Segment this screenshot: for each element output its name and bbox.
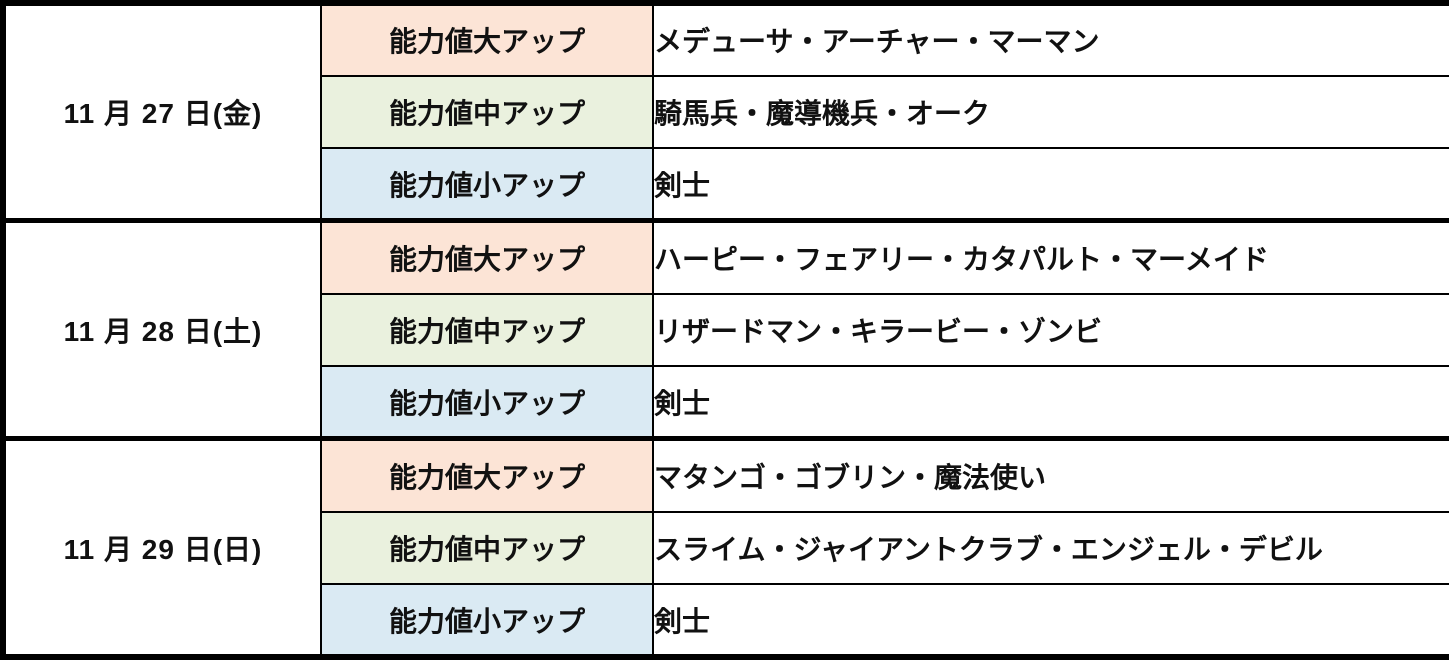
ability-tier-cell-large: 能力値大アップ xyxy=(320,218,654,295)
schedule-row: 11 月 28 日(土) 能力値大アップ ハーピー・フェアリー・カタパルト・マーメイ… xyxy=(2,218,1449,440)
units-cell: ハーピー・フェアリー・カタパルト・マーメイド xyxy=(652,218,1449,295)
ability-tier-cell-medium: 能力値中アップ xyxy=(320,292,654,368)
units-cell: マタンゴ・ゴブリン・魔法使い xyxy=(652,436,1449,513)
units-cell: スライム・ジャイアントクラブ・エンジェル・デビル xyxy=(652,510,1449,586)
ability-tier-cell-small: 能力値小アップ xyxy=(320,147,654,222)
ability-tier-cell-large: 能力値大アップ xyxy=(320,2,654,77)
date-cell: 11 月 27 日(金) xyxy=(2,2,322,222)
units-cell: メデューサ・アーチャー・マーマン xyxy=(652,2,1449,77)
date-cell: 11 月 29 日(日) xyxy=(2,436,322,659)
units-cell: 剣士 xyxy=(652,583,1449,658)
schedule-row: 11 月 29 日(日) 能力値大アップ マタンゴ・ゴブリン・魔法使い xyxy=(2,436,1449,659)
units-cell: リザードマン・キラービー・ゾンビ xyxy=(652,292,1449,368)
ability-tier-cell-small: 能力値小アップ xyxy=(320,583,654,658)
units-cell: 剣士 xyxy=(652,147,1449,222)
ability-tier-cell-small: 能力値小アップ xyxy=(320,365,654,440)
units-cell: 騎馬兵・魔導機兵・オーク xyxy=(652,74,1449,150)
schedule-row: 11 月 27 日(金) 能力値大アップ メデューサ・アーチャー・マーマン xyxy=(2,2,1449,222)
ability-tier-cell-medium: 能力値中アップ xyxy=(320,510,654,586)
units-cell: 剣士 xyxy=(652,365,1449,440)
ability-tier-cell-large: 能力値大アップ xyxy=(320,436,654,513)
date-cell: 11 月 28 日(土) xyxy=(2,218,322,440)
ability-tier-cell-medium: 能力値中アップ xyxy=(320,74,654,150)
schedule-row: 能力値小アップ 剣士 xyxy=(3,147,1449,222)
schedule-row: 能力値中アップ スライム・ジャイアントクラブ・エンジェル・デビル xyxy=(3,510,1449,586)
schedule-row: 能力値中アップ リザードマン・キラービー・ゾンビ xyxy=(3,292,1449,368)
schedule-row: 能力値中アップ 騎馬兵・魔導機兵・オーク xyxy=(3,74,1449,150)
schedule-row: 能力値小アップ 剣士 xyxy=(3,365,1449,440)
schedule-row: 能力値小アップ 剣士 xyxy=(3,583,1449,658)
